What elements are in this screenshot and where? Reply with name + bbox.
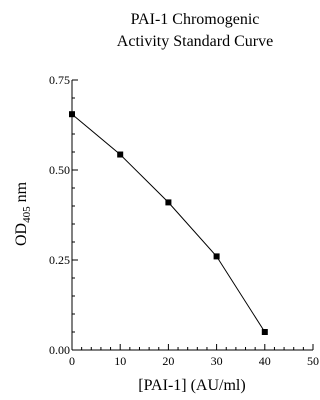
plot-area: 0 10 20 30 40 50 0.00 0.25 0.50 0.75 [49,73,319,368]
x-tick-label: 0 [69,354,75,368]
chart-title-line-2: Activity Standard Curve [117,33,273,50]
y-tick-label: 0.50 [49,163,70,177]
data-point [165,199,172,206]
y-axis-label: OD405 nm [13,181,33,246]
x-tick-label: 50 [307,354,319,368]
y-tick-label: 0.75 [49,73,70,87]
chart-title-line-1: PAI-1 Chromogenic [131,11,260,28]
y-tick-label: 0.00 [49,343,70,357]
x-tick-label: 10 [114,354,126,368]
y-tick-label: 0.25 [49,253,70,267]
x-tick-label: 40 [259,354,271,368]
x-tick-label: 20 [162,354,174,368]
data-point [117,151,124,158]
series-line [71,113,266,333]
x-axis-label: [PAI-1] (AU/ml) [138,377,245,394]
x-tick-label: 30 [211,354,223,368]
y-axis-label-main: OD [13,223,30,246]
y-axis-label-subscript: 405 [21,206,33,223]
y-axis-label-suffix: nm [13,181,30,206]
data-point [261,329,268,335]
data-point [213,253,220,260]
data-point [69,111,75,118]
